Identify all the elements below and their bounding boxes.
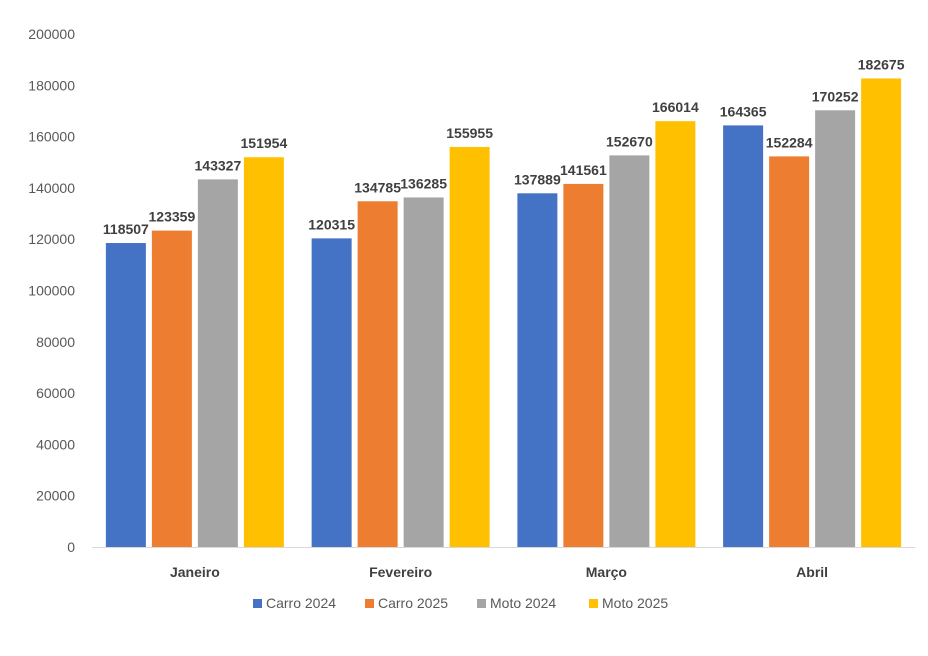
bar-carro-2025 <box>357 201 398 547</box>
y-tick-label: 40000 <box>36 436 75 452</box>
data-label: 136285 <box>400 175 447 191</box>
data-label: 123359 <box>149 209 196 225</box>
bar-carro-2025 <box>769 156 810 547</box>
data-label: 137889 <box>514 171 561 187</box>
bar-carro-2024 <box>105 243 146 547</box>
data-label: 155955 <box>446 125 493 141</box>
legend-label: Moto 2024 <box>490 595 556 611</box>
x-category-label: Janeiro <box>170 564 220 580</box>
data-label: 118507 <box>103 221 149 237</box>
data-label: 152670 <box>606 133 653 149</box>
legend: Carro 2024 Carro 2025 Moto 2024 Moto 2025 <box>253 595 668 611</box>
bar-carro-2024 <box>723 125 764 547</box>
data-label: 120315 <box>308 216 355 232</box>
x-category-label: Março <box>586 564 627 580</box>
bar-moto-2024 <box>403 197 444 548</box>
data-label: 182675 <box>858 56 905 72</box>
legend-swatch <box>477 599 486 608</box>
bar-moto-2024 <box>197 179 238 547</box>
bar-moto-2024 <box>609 155 650 548</box>
legend-label: Carro 2024 <box>266 595 336 611</box>
data-label: 134785 <box>354 179 401 195</box>
y-tick-label: 180000 <box>28 77 75 93</box>
data-label: 164365 <box>720 103 767 119</box>
x-category-label: Fevereiro <box>369 564 432 580</box>
bar-carro-2024 <box>517 193 558 548</box>
bar-moto-2025 <box>449 146 490 548</box>
bar-carro-2025 <box>151 230 192 547</box>
bar-moto-2025 <box>655 121 696 548</box>
y-axis: 0 20000 40000 60000 80000 100000 120000 140000 1… <box>28 26 75 555</box>
data-label: 152284 <box>766 134 813 150</box>
y-tick-label: 80000 <box>36 334 75 350</box>
bar-carro-2025 <box>563 183 604 547</box>
y-tick-label: 100000 <box>28 283 75 299</box>
y-tick-label: 20000 <box>36 488 75 504</box>
data-label: 170252 <box>812 88 859 104</box>
bar-carro-2024 <box>311 238 352 547</box>
y-tick-label: 60000 <box>36 385 75 401</box>
y-tick-label: 120000 <box>28 231 75 247</box>
legend-swatch <box>589 599 598 608</box>
data-label: 143327 <box>195 157 242 173</box>
legend-swatch <box>365 599 374 608</box>
x-axis: Janeiro Fevereiro Março Abril <box>92 547 915 580</box>
y-tick-label: 160000 <box>28 129 75 145</box>
bar-moto-2025 <box>243 157 284 548</box>
data-label: 141561 <box>560 162 607 178</box>
data-label: 166014 <box>652 99 699 115</box>
bars-group <box>105 78 902 548</box>
x-category-label: Abril <box>796 564 828 580</box>
y-tick-label: 0 <box>67 539 75 555</box>
y-tick-label: 140000 <box>28 180 75 196</box>
bar-moto-2025 <box>861 78 902 547</box>
data-label: 151954 <box>241 135 288 151</box>
bar-moto-2024 <box>815 110 856 547</box>
y-tick-label: 200000 <box>28 26 75 42</box>
legend-label: Moto 2025 <box>602 595 668 611</box>
legend-label: Carro 2025 <box>378 595 448 611</box>
legend-swatch <box>253 599 262 608</box>
